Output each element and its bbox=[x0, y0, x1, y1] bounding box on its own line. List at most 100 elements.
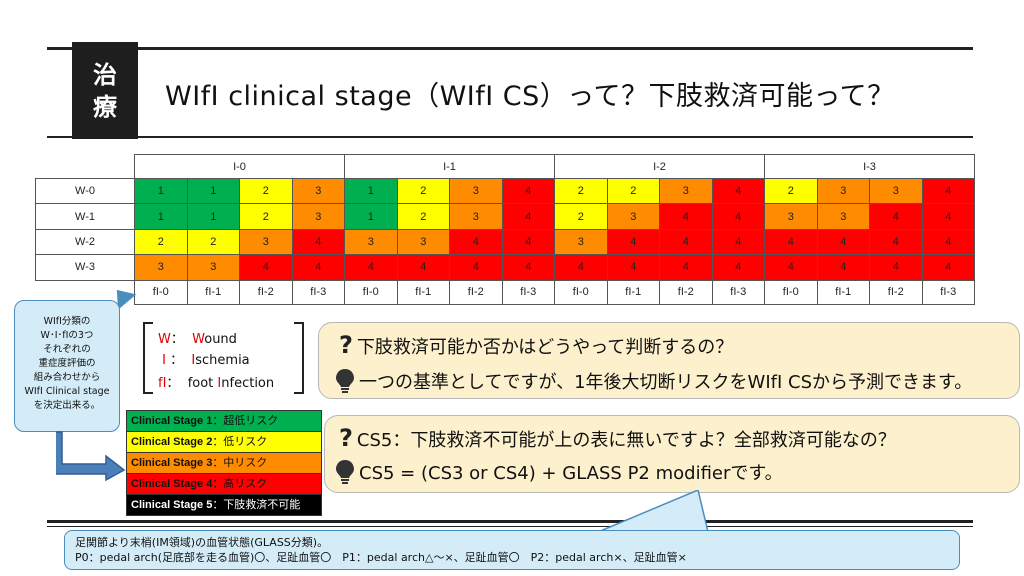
stage-cell: 1 bbox=[344, 203, 398, 230]
foot-infection-header: fI-2 bbox=[659, 279, 713, 305]
page-title: WIfI clinical stage（WIfI CS）って？下肢救済可能って？ bbox=[165, 81, 895, 112]
table-row: W-3 3 3 4 4 4 4 4 4 4 4 4 4 4 4 4 4 bbox=[35, 254, 975, 281]
callout-line: W･I･fIの3つ bbox=[40, 330, 94, 341]
qa-box-1: ? 下肢救済可能か否かはどうやって判断するの？ 一つの基準としてですが、1年後大切… bbox=[318, 322, 1020, 399]
stage-cell: 4 bbox=[921, 177, 975, 205]
stage-cell: 3 bbox=[449, 177, 503, 205]
wound-row-label: W-0 bbox=[35, 177, 135, 205]
legend-wound: W： Wound bbox=[158, 332, 237, 347]
stage-label: Clinical Stage 2 bbox=[131, 436, 213, 448]
table-row: W-1 1 1 2 3 1 2 3 4 2 3 4 4 3 3 4 4 bbox=[35, 203, 975, 230]
foot-infection-header: fI-1 bbox=[606, 279, 660, 305]
foot-infection-header: fI-2 bbox=[239, 279, 293, 305]
foot-infection-header: fI-1 bbox=[186, 279, 240, 305]
table-row: W-2 2 2 3 4 3 3 4 4 3 4 4 4 4 4 4 4 bbox=[35, 228, 975, 256]
stage-cell: 3 bbox=[291, 203, 345, 230]
stage-cell: 4 bbox=[816, 254, 870, 281]
lightbulb-icon bbox=[336, 369, 354, 393]
arrow-icon bbox=[56, 431, 126, 482]
stage-label: Clinical Stage 3 bbox=[131, 457, 213, 469]
callout-line: を決定出来る。 bbox=[33, 400, 101, 411]
qa-box-2: ? CS5：下肢救済不可能が上の表に無いですよ？全部救済可能なの？ CS5 = (… bbox=[324, 415, 1020, 493]
stage-cell: 3 bbox=[554, 228, 608, 256]
legend-foot-infection: fI： foot Infection bbox=[158, 376, 275, 391]
foot-infection-header: fI-1 bbox=[396, 279, 450, 305]
stage-cell: 2 bbox=[134, 228, 188, 256]
wound-row-label: W-1 bbox=[35, 203, 135, 230]
ischemia-header: I-1 bbox=[344, 154, 555, 179]
qa2-answer: CS5 = (CS3 or CS4) + GLASS P2 modifierです… bbox=[333, 458, 783, 485]
stage-cell: 4 bbox=[501, 254, 555, 281]
stage-cell: 3 bbox=[764, 203, 818, 230]
stage-cell: 2 bbox=[554, 177, 608, 205]
foot-infection-header: fI-0 bbox=[134, 279, 188, 305]
stage-cell: 1 bbox=[344, 177, 398, 205]
stage-cell: 4 bbox=[764, 254, 818, 281]
stage-cell: 4 bbox=[921, 203, 975, 230]
ischemia-header: I-2 bbox=[554, 154, 765, 179]
stage-cell: 4 bbox=[606, 254, 660, 281]
stage-cell: 4 bbox=[659, 203, 713, 230]
stage-cell: 3 bbox=[816, 203, 870, 230]
foot-infection-header: fI-0 bbox=[764, 279, 818, 305]
foot-infection-header: fI-0 bbox=[554, 279, 608, 305]
qa1-answer: 一つの基準としてですが、1年後大切断リスクをWIfI CSから予測できます。 bbox=[333, 367, 972, 394]
stage-cell: 3 bbox=[606, 203, 660, 230]
foot-infection-header: fI-3 bbox=[711, 279, 765, 305]
stage-legend-row: Clinical Stage 2：低リスク bbox=[126, 431, 322, 452]
badge-char-2: 療 bbox=[93, 92, 117, 121]
stage-cell: 3 bbox=[869, 177, 923, 205]
wifi-stage-table: I-0 I-1 I-2 I-3 W-0 1 1 2 3 1 2 3 4 2 2 3 4 2 3 3 4 W-1 1 1 2 3 1 2… bbox=[35, 154, 975, 305]
stage-cell: 4 bbox=[711, 177, 765, 205]
stage-cell: 4 bbox=[921, 228, 975, 256]
stage-cell: 4 bbox=[291, 254, 345, 281]
header-bottom-rule bbox=[47, 136, 973, 138]
stage-cell: 4 bbox=[711, 228, 765, 256]
stage-legend-row: Clinical Stage 1：超低リスク bbox=[126, 410, 322, 431]
callout-line: 組み合わせから bbox=[33, 372, 101, 383]
stage-cell: 4 bbox=[606, 228, 660, 256]
stage-description: ：超低リスク bbox=[212, 415, 279, 427]
callout-line: それぞれの bbox=[43, 344, 91, 355]
stage-cell: 3 bbox=[344, 228, 398, 256]
callout-line: WIfI分類の bbox=[43, 316, 91, 327]
stage-cell: 4 bbox=[869, 203, 923, 230]
stage-cell: 4 bbox=[869, 228, 923, 256]
footnote-line-1: 足関節より末梢(IM領域)の血管状態(GLASS分類)。 bbox=[75, 536, 329, 549]
stage-description: ：低リスク bbox=[212, 436, 268, 448]
stage-cell: 4 bbox=[921, 254, 975, 281]
stage-legend-row: Clinical Stage 5：下肢救済不可能 bbox=[126, 494, 322, 516]
stage-description: ：中リスク bbox=[212, 457, 268, 469]
stage-cell: 4 bbox=[449, 254, 503, 281]
stage-cell: 1 bbox=[186, 177, 240, 205]
stage-cell: 2 bbox=[396, 177, 450, 205]
stage-cell: 3 bbox=[239, 228, 293, 256]
stage-label: Clinical Stage 1 bbox=[131, 415, 213, 427]
header-top-rule bbox=[47, 47, 973, 50]
question-icon: ? bbox=[339, 331, 353, 359]
foot-infection-header: fI-2 bbox=[449, 279, 503, 305]
legend-bracket-right bbox=[294, 322, 304, 394]
wound-row-label: W-3 bbox=[35, 254, 135, 281]
stage-cell: 2 bbox=[554, 203, 608, 230]
stage-cell: 4 bbox=[449, 228, 503, 256]
stage-cell: 4 bbox=[396, 254, 450, 281]
stage-cell: 4 bbox=[711, 254, 765, 281]
foot-infection-header: fI-3 bbox=[291, 279, 345, 305]
stage-cell: 1 bbox=[186, 203, 240, 230]
stage-cell: 4 bbox=[764, 228, 818, 256]
ischemia-header: I-0 bbox=[134, 154, 345, 179]
stage-cell: 4 bbox=[659, 228, 713, 256]
foot-infection-header: fI-2 bbox=[869, 279, 923, 305]
clinical-stage-legend: Clinical Stage 1：超低リスク Clinical Stage 2：低… bbox=[126, 410, 322, 516]
stage-cell: 4 bbox=[501, 177, 555, 205]
callout-line: 重症度評価の bbox=[38, 358, 96, 369]
question-icon: ? bbox=[339, 424, 353, 452]
legend-bracket-left bbox=[143, 322, 153, 394]
stage-cell: 2 bbox=[764, 177, 818, 205]
stage-cell: 4 bbox=[344, 254, 398, 281]
stage-cell: 4 bbox=[554, 254, 608, 281]
wifi-explanation-callout: WIfI分類の W･I･fIの3つ それぞれの 重症度評価の 組み合わせから WIfI C… bbox=[14, 300, 120, 432]
stage-cell: 2 bbox=[396, 203, 450, 230]
stage-cell: 2 bbox=[606, 177, 660, 205]
